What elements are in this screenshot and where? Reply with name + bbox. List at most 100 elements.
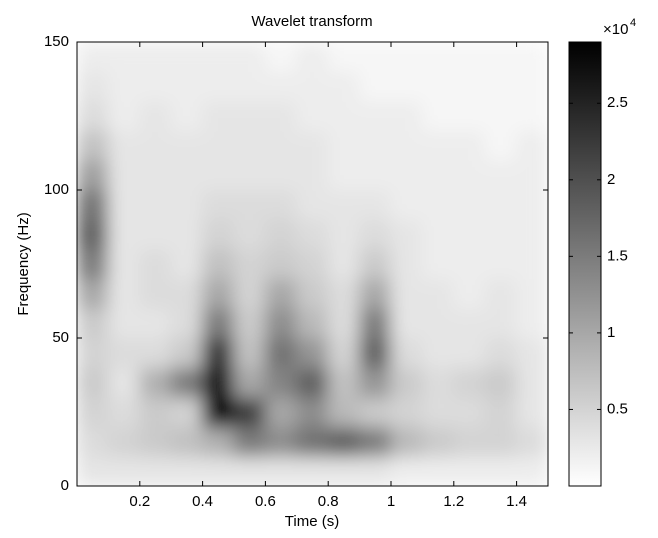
heatmap-cell [202, 71, 235, 102]
heatmap-cell [202, 159, 235, 191]
heatmap-cell [233, 455, 266, 486]
heatmap-cell [453, 100, 486, 132]
heatmap-cell [516, 219, 548, 250]
heatmap-cell [516, 278, 548, 309]
heatmap-cell [327, 426, 361, 457]
heatmap-cell [77, 426, 109, 457]
heatmap-cell [453, 337, 486, 369]
y-tick-label: 150 [44, 33, 69, 50]
heatmap-cell [359, 455, 392, 486]
heatmap-cell [516, 455, 548, 486]
heatmap-cell [359, 396, 392, 428]
heatmap-cell [421, 159, 455, 191]
heatmap-cell [359, 367, 392, 398]
heatmap-cell [107, 367, 141, 398]
heatmap-cell [170, 248, 204, 280]
heatmap-cell [296, 71, 329, 102]
heatmap-cell [233, 100, 266, 132]
heatmap-cell [421, 307, 455, 339]
heatmap-cell [233, 307, 266, 339]
heatmap-cell [453, 159, 486, 191]
heatmap-cell [170, 71, 204, 102]
heatmap-cell [77, 219, 109, 250]
heatmap-cell [77, 100, 109, 132]
heatmap-cell [233, 367, 266, 398]
heatmap-cell [484, 159, 518, 191]
heatmap-cell [264, 189, 298, 221]
heatmap-cell [516, 396, 548, 428]
heatmap-cell [139, 337, 172, 369]
y-tick-label: 0 [61, 477, 69, 494]
colorbar-tick-label: 1 [607, 324, 615, 341]
heatmap-cell [327, 278, 361, 309]
heatmap-cell [233, 189, 266, 221]
heatmap-cell [453, 307, 486, 339]
heatmap-cell [170, 367, 204, 398]
heatmap-cell [107, 278, 141, 309]
heatmap-cell [107, 396, 141, 428]
heatmap-cell [327, 307, 361, 339]
heatmap-cell [139, 426, 172, 457]
heatmap-cell [390, 426, 423, 457]
heatmap-cell [77, 159, 109, 191]
heatmap-cell [139, 455, 172, 486]
heatmap-cell [233, 248, 266, 280]
heatmap-cell [139, 189, 172, 221]
heatmap-cell [484, 396, 518, 428]
heatmap-cell [516, 426, 548, 457]
heatmap-cell [107, 219, 141, 250]
heatmap-cell [139, 307, 172, 339]
heatmap-cell [296, 100, 329, 132]
heatmap-cell [107, 71, 141, 102]
y-tick-label: 50 [52, 329, 69, 346]
heatmap-cell [202, 219, 235, 250]
heatmap-cell [107, 159, 141, 191]
heatmap-cell [77, 307, 109, 339]
heatmap-cell [170, 130, 204, 161]
heatmap-cell [107, 455, 141, 486]
heatmap-cell [359, 426, 392, 457]
heatmap-cell [421, 219, 455, 250]
heatmap-cell [516, 100, 548, 132]
x-tick-label: 0.6 [255, 493, 276, 510]
heatmap-cell [327, 130, 361, 161]
heatmap-cell [77, 71, 109, 102]
heatmap-cell [264, 219, 298, 250]
x-tick-label: 1.4 [506, 493, 527, 510]
heatmap-cell [484, 189, 518, 221]
heatmap-cell [202, 307, 235, 339]
heatmap-cell [139, 278, 172, 309]
heatmap-cell [264, 159, 298, 191]
heatmap-cell [453, 219, 486, 250]
heatmap-cell [390, 71, 423, 102]
heatmap-cell [170, 455, 204, 486]
heatmap-cell [390, 337, 423, 369]
heatmap-cell [453, 396, 486, 428]
heatmap-cell [170, 426, 204, 457]
heatmap-cell [202, 130, 235, 161]
heatmap-cell [421, 189, 455, 221]
heatmap-cell [139, 159, 172, 191]
x-tick-label: 0.8 [318, 493, 339, 510]
heatmap-cell [453, 455, 486, 486]
heatmap-cell [264, 367, 298, 398]
heatmap-cell [296, 396, 329, 428]
heatmap-cell [484, 130, 518, 161]
heatmap-cell [327, 248, 361, 280]
heatmap-cell [359, 189, 392, 221]
heatmap-cell [421, 337, 455, 369]
heatmap-cell [390, 307, 423, 339]
heatmap-cell [421, 396, 455, 428]
heatmap-cell [327, 455, 361, 486]
heatmap-cell [170, 307, 204, 339]
heatmap-cell [202, 189, 235, 221]
heatmap-cell [139, 42, 172, 73]
heatmap-cell [202, 248, 235, 280]
heatmap-cell [516, 130, 548, 161]
heatmap-cell [107, 426, 141, 457]
heatmap-cell [170, 100, 204, 132]
heatmap-cell [264, 337, 298, 369]
heatmap-cell [202, 426, 235, 457]
heatmap-cell [233, 71, 266, 102]
